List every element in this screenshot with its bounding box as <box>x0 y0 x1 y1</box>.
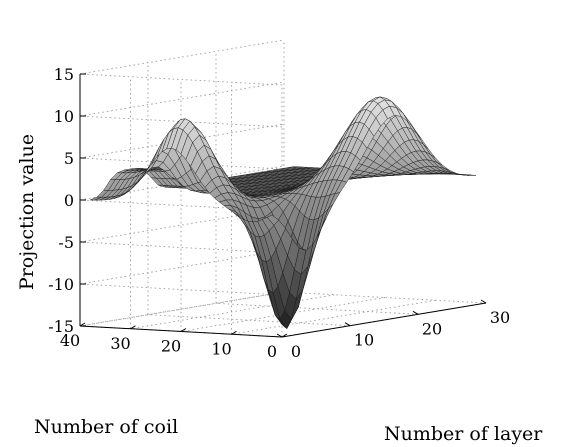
x-axis-label: Number of layer <box>384 423 543 445</box>
x-tick-label-0: 0 <box>291 342 301 361</box>
z-axis-label: Projection value <box>16 134 38 290</box>
x-tick-label-3: 30 <box>490 308 510 327</box>
z-tick-label-2: -5 <box>58 233 74 252</box>
y-tick-label-0: 0 <box>267 342 277 361</box>
x-axis-ticks: 0 10 20 30 <box>277 300 510 361</box>
y-axis-ticks: 0 10 20 30 40 <box>60 323 287 361</box>
x-axis-line <box>282 303 486 337</box>
y-tick-label-2: 20 <box>161 337 181 356</box>
x-tick-mark-3 <box>481 300 486 303</box>
z-tick-label-3: 0 <box>64 191 74 210</box>
x-tick-label-1: 10 <box>354 331 374 350</box>
z-tick-label-6: 15 <box>54 65 74 84</box>
x-tick-label-2: 20 <box>422 319 442 338</box>
z-tick-label-1: -10 <box>48 275 74 294</box>
grid-line-z-6 <box>80 40 284 85</box>
x-tick-mark-2 <box>413 311 418 314</box>
y-tick-label-3: 30 <box>110 334 130 353</box>
x-tick-mark-1 <box>345 323 350 326</box>
surface-mesh <box>90 97 476 329</box>
y-tick-label-4: 40 <box>60 331 80 350</box>
grid-line-z-1 <box>80 250 284 295</box>
y-axis-label: Number of coil <box>34 416 178 438</box>
z-tick-label-4: 5 <box>64 149 74 168</box>
z-tick-label-5: 10 <box>54 107 74 126</box>
y-tick-label-1: 10 <box>211 339 231 358</box>
